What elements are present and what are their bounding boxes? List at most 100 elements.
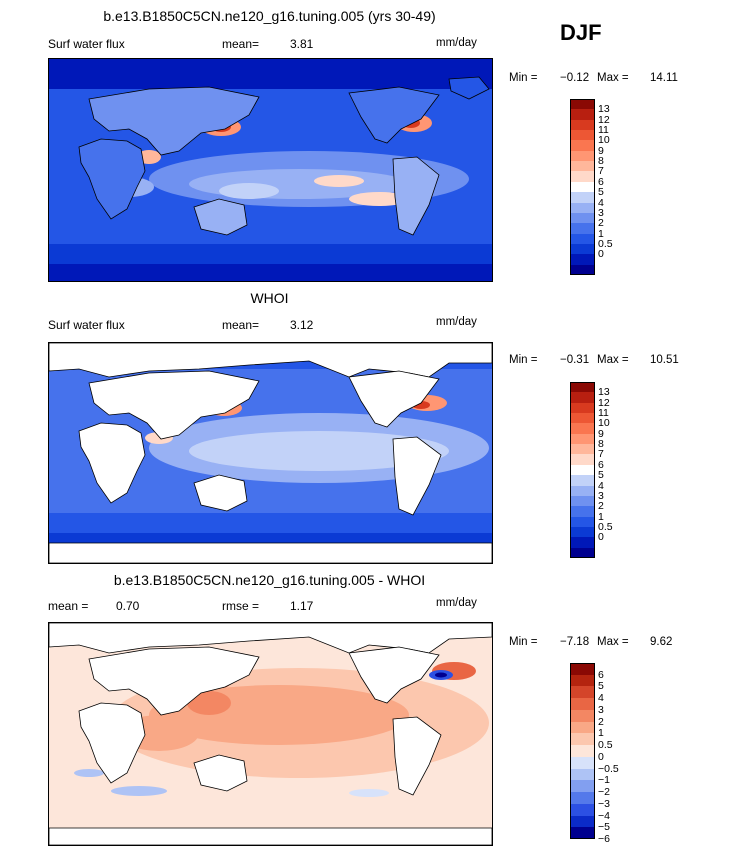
panel1-north-america [348,86,440,144]
panel3-rmse-label: rmse = [222,599,260,613]
panel3-field-wpac [187,691,231,715]
panel3-colorbar-label: −1 [598,774,610,787]
panel2-colorbar-swatch [570,485,595,497]
panel3-colorbar-label: 0 [598,750,604,763]
panel3-africa [78,702,146,784]
panel3-antarctica [49,827,492,845]
panel3-colorbar-swatch [570,733,595,746]
panel2-colorbar-swatch [570,402,595,414]
panel2-colorbar-swatch [570,475,595,487]
panel1-min-value: −0.12 [560,72,590,84]
panel3-eurasia [88,646,260,716]
panel2-variable: Surf water flux [48,318,125,332]
panel2-colorbar-swatch [570,454,595,466]
panel2-colorbar-label: 1 [598,510,604,523]
panel1-south-america [392,156,440,236]
panel3-north-america [348,646,440,704]
panel2-colorbar-label: 6 [598,458,604,471]
panel1-colorbar-label: 0.5 [598,237,613,250]
panel1-colorbar-label: 5 [598,186,604,199]
panel1-greenland [448,76,490,100]
panel3-colorbar-label: −2 [598,786,610,799]
panel1-map [48,58,493,282]
panel3-colorbar-swatch [570,745,595,758]
panel2-max-label: Max = [597,354,629,366]
panel2-colorbar-swatch [570,423,595,435]
panel2-colorbar-swatch [570,464,595,476]
panel3-arctic-land [49,623,492,654]
panel3-colorbar-label: 1 [598,727,604,740]
panel2-colorbar-label: 12 [598,396,610,409]
panel1-colorbar-swatch [570,264,595,276]
panel1-field-arctic [49,59,492,89]
panel1-colorbar-label: 8 [598,155,604,168]
panel2-max-value: 10.51 [650,354,679,366]
panel1-colorbar-label: 11 [598,124,609,137]
panel1-field-antarctic [49,264,492,281]
panel2-colorbar-swatch [570,413,595,424]
panel2-colorbar-swatch [570,547,595,559]
panel1-colorbar-swatch [570,181,595,193]
panel3-title: b.e13.B1850C5CN.ne120_g16.tuning.005 - W… [113,572,426,588]
panel1-field-sepac [349,192,409,206]
panel2-field-southern-deep [49,533,492,545]
panel3-colorbar-swatch [570,768,595,781]
panel1-colorbar-label: 7 [598,165,604,178]
panel1-colorbar-swatch [570,243,595,255]
panel3-south-america [392,716,442,796]
panel3-colorbar-swatch [570,792,595,805]
panel1-colorbar-label: 6 [598,175,604,188]
panel1-eurasia [88,86,260,156]
panel3-colorbar: 6 5 4 3 2 1 0.5 0 −0.5 −1 −2 −3 −4 −5 −6 [570,663,660,844]
panel2-colorbar-label: 0.5 [598,520,613,533]
panel3-max-value: 9.62 [650,636,673,648]
panel1-mean-value: 3.81 [290,37,314,51]
panel2-colorbar-label: 3 [598,489,604,502]
panel3-colorbar-swatch [570,686,595,699]
panel1-mean-label: mean= [222,37,260,51]
panel2-units: mm/day [436,316,477,328]
panel1-max-label: Max = [597,72,629,84]
panel3-colorbar-label: −0.5 [598,762,619,775]
panel1-colorbar-swatch [570,99,595,110]
panel1-continents [78,76,490,236]
season-label: DJF [560,20,602,45]
panel3-colorbar-label: 6 [598,668,604,681]
panel2-colorbar-label: 4 [598,479,604,492]
panel2-colorbar-label: 13 [598,386,610,399]
panel2-colorbar-swatch [570,516,595,528]
panel2-south-america [392,436,442,516]
panel1-colorbar-label: 0 [598,248,604,261]
panel3-colorbar-swatch [570,815,595,828]
panel2-colorbar-label: 2 [598,500,604,513]
panel2-colorbar-swatch [570,495,595,507]
panel1-colorbar-label: 2 [598,217,604,230]
panel1-colorbar-swatch [570,130,595,141]
panel2-title: WHOI [250,290,289,306]
panel2-continents [49,343,492,563]
panel3-colorbar-label: 4 [598,692,604,705]
panel2-colorbar-swatch [570,392,595,404]
panel1-colorbar-label: 1 [598,227,604,240]
panel1-colorbar-swatch [570,119,595,131]
panel2-colorbar: 13 12 11 10 9 8 7 6 5 4 3 2 1 0.5 0 [570,382,660,559]
panel3-colorbar-swatch [570,698,595,711]
panel2-colorbar-swatch [570,506,595,518]
panel2-colorbar-label: 11 [598,407,609,420]
panel2-colorbar-label: 5 [598,469,604,482]
panel3-min-label: Min = [509,636,538,648]
panel1-colorbar-swatch [570,212,595,224]
panel2-africa [78,422,146,504]
panel1-colorbar-swatch [570,233,595,245]
panel2-min-label: Min = [509,354,538,366]
panel3-colorbar-label: −6 [598,833,610,845]
panel2-mean-label: mean= [222,318,260,332]
panel1-max-value: 14.11 [650,72,678,84]
panel3-colorbar-label: 2 [598,715,604,728]
panel3-colorbar-swatch [570,756,595,770]
panel3-colorbar-swatch [570,721,595,734]
panel3-map-svg [49,623,492,845]
panel1-units: mm/day [436,37,477,49]
panel2-colorbar-swatch [570,526,595,538]
panel1-africa [78,138,146,220]
